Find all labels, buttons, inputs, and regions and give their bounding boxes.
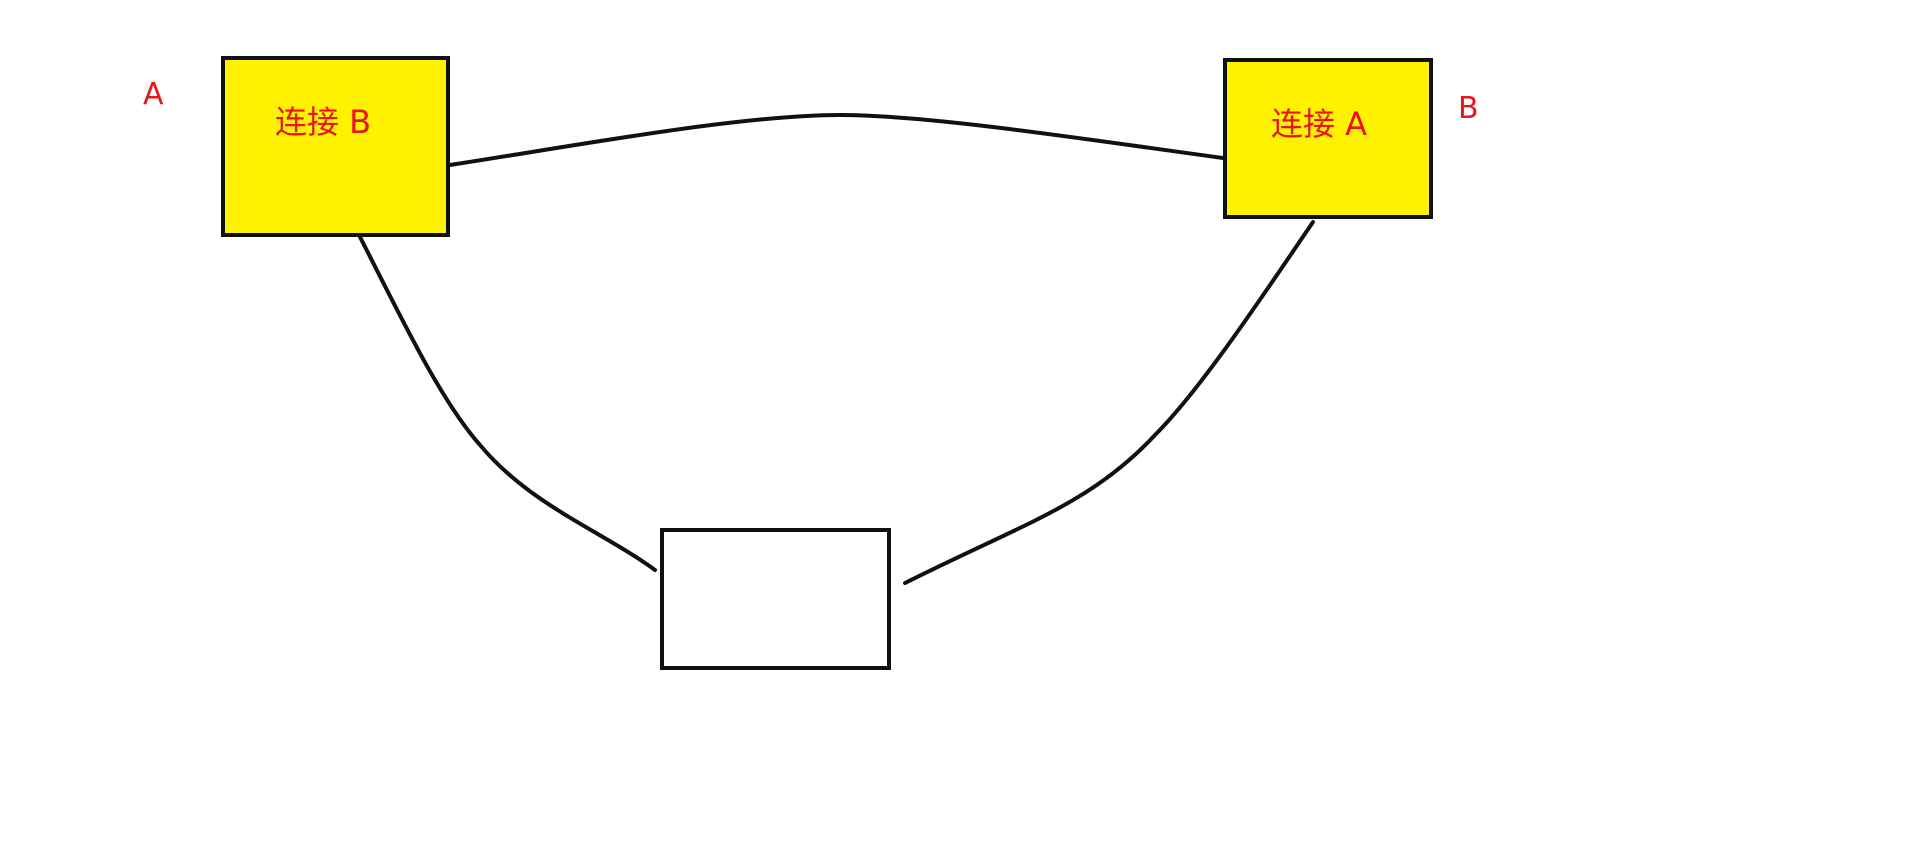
node-left-label: 连接 B [275,103,372,141]
node-bottom [660,528,891,670]
edge-left-to-bottom [358,235,657,572]
edge-left-to-right [448,112,1225,167]
node-right: 连接 A [1223,58,1433,219]
node-right-label: 连接 A [1271,105,1368,143]
side-label-left: A [143,77,164,112]
node-left: 连接 B [221,56,450,237]
edge-right-to-bottom [903,220,1315,585]
side-label-right: B [1458,91,1479,126]
